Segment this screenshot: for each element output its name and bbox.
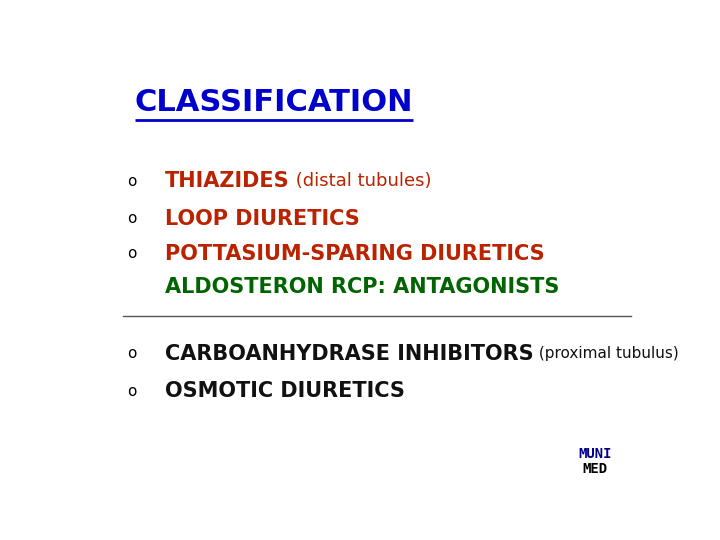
Text: LOOP DIURETICS: LOOP DIURETICS	[166, 208, 360, 228]
Text: MED: MED	[582, 462, 608, 476]
Text: THIAZIDES: THIAZIDES	[166, 171, 290, 191]
Text: ALDOSTERON RCP: ANTAGONISTS: ALDOSTERON RCP: ANTAGONISTS	[166, 277, 559, 297]
Text: o: o	[127, 174, 137, 188]
Text: (distal tubules): (distal tubules)	[290, 172, 431, 190]
Text: CLASSIFICATION: CLASSIFICATION	[135, 88, 413, 117]
Text: CARBOANHYDRASE INHIBITORS: CARBOANHYDRASE INHIBITORS	[166, 344, 534, 364]
Text: (proximal tubulus): (proximal tubulus)	[534, 346, 679, 361]
Text: o: o	[127, 211, 137, 226]
Text: MUNI: MUNI	[578, 447, 612, 461]
Text: OSMOTIC DIURETICS: OSMOTIC DIURETICS	[166, 381, 405, 401]
Text: POTTASIUM-SPARING DIURETICS: POTTASIUM-SPARING DIURETICS	[166, 244, 545, 264]
Text: o: o	[127, 384, 137, 399]
Text: o: o	[127, 346, 137, 361]
Text: o: o	[127, 246, 137, 261]
